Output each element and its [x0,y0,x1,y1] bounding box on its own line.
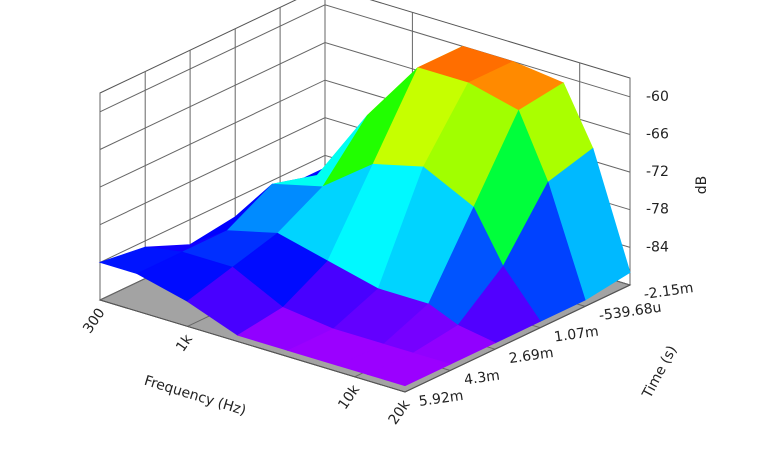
x-tick-label: 10k [335,381,363,412]
z-tick-label: -60 [646,89,669,105]
y-tick-label: 2.69m [508,345,555,367]
x-tick-label: 300 [80,305,108,336]
surface-patch [366,352,452,387]
z-tick-label: -84 [646,239,669,255]
x-tick-label: 20k [386,397,414,428]
y-axis-label: Time (s) [639,343,680,402]
x-axis-label: Frequency (Hz) [142,373,248,419]
y-tick-label: -539.68u [598,300,663,325]
y-tick-label: -2.15m [643,280,695,303]
box-edge [99,284,631,393]
z-tick-label: -72 [646,164,669,180]
z-tick-label: -78 [646,202,669,218]
z-axis-label: dB [694,176,710,195]
z-tick-label: -66 [646,126,669,142]
y-tick-label: 5.92m [418,388,465,410]
y-tick-label: 4.3m [463,368,501,389]
y-tick-label: 1.07m [553,324,600,346]
x-tick-label: 1k [173,331,196,355]
